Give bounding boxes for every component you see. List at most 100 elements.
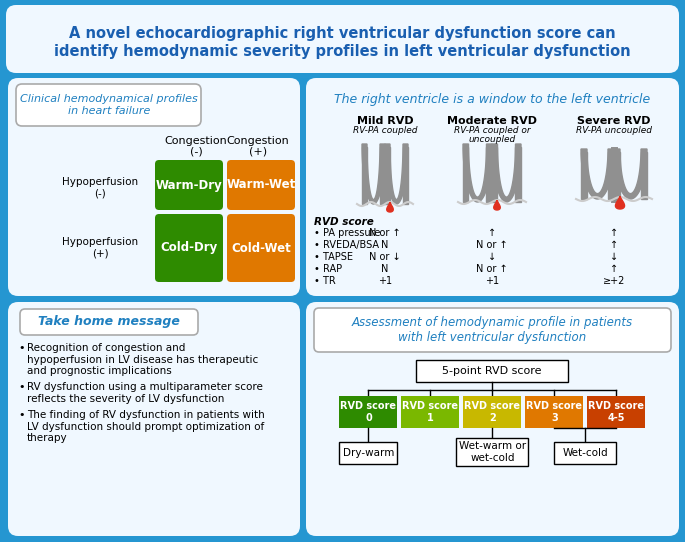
- Text: ↑: ↑: [488, 228, 496, 238]
- Text: •: •: [18, 410, 25, 420]
- Text: RVD score
4-5: RVD score 4-5: [588, 401, 645, 423]
- Bar: [401, 396, 460, 428]
- Text: Warm-Dry: Warm-Dry: [155, 178, 223, 191]
- Text: Assessment of hemodynamic profile in patients
with left ventricular dysfunction: Assessment of hemodynamic profile in pat…: [351, 316, 632, 344]
- FancyBboxPatch shape: [155, 160, 223, 210]
- Text: Mild RVD: Mild RVD: [357, 116, 413, 126]
- Text: Dry-warm: Dry-warm: [342, 448, 394, 458]
- Text: Clinical hemodynamical profiles
in heart failure: Clinical hemodynamical profiles in heart…: [20, 94, 198, 116]
- Text: +1: +1: [378, 276, 392, 286]
- FancyBboxPatch shape: [227, 214, 295, 282]
- Polygon shape: [463, 144, 492, 202]
- Text: Recognition of congestion and
hypoperfusion in LV disease has therapeutic
and pr: Recognition of congestion and hypoperfus…: [27, 343, 258, 376]
- Bar: [525, 396, 584, 428]
- Bar: [416, 360, 568, 382]
- Text: RV-PA coupled: RV-PA coupled: [353, 126, 417, 135]
- Text: RVD score
2: RVD score 2: [464, 401, 521, 423]
- Text: RV dysfunction using a multiparameter score
reflects the severity of LV dysfunct: RV dysfunction using a multiparameter sc…: [27, 382, 263, 404]
- Polygon shape: [608, 152, 614, 199]
- Bar: [340, 396, 397, 428]
- Polygon shape: [385, 144, 408, 204]
- Text: ↑: ↑: [610, 228, 618, 238]
- Text: Cold-Wet: Cold-Wet: [231, 242, 291, 255]
- Text: N or ↓: N or ↓: [369, 252, 401, 262]
- Polygon shape: [380, 147, 385, 204]
- Text: +1: +1: [485, 276, 499, 286]
- Text: identify hemodynamic severity profiles in left ventricular dysfunction: identify hemodynamic severity profiles i…: [53, 44, 630, 59]
- Text: •: •: [18, 343, 25, 353]
- Text: Congestion: Congestion: [227, 136, 289, 146]
- Text: RVD score
1: RVD score 1: [403, 401, 458, 423]
- Text: (+): (+): [92, 248, 108, 258]
- Polygon shape: [385, 147, 390, 204]
- FancyBboxPatch shape: [20, 309, 198, 335]
- Polygon shape: [492, 144, 521, 202]
- Bar: [456, 438, 529, 466]
- Text: Wet-cold: Wet-cold: [562, 448, 608, 458]
- Text: Hypoperfusion: Hypoperfusion: [62, 177, 138, 187]
- Text: RV-PA coupled or: RV-PA coupled or: [453, 126, 530, 135]
- Text: •: •: [18, 382, 25, 392]
- Text: Severe RVD: Severe RVD: [577, 116, 651, 126]
- FancyBboxPatch shape: [8, 78, 300, 296]
- Bar: [554, 442, 616, 464]
- Text: 5-point RVD score: 5-point RVD score: [443, 366, 542, 376]
- Polygon shape: [516, 147, 521, 202]
- FancyBboxPatch shape: [314, 308, 671, 352]
- Polygon shape: [614, 152, 620, 199]
- Text: N or ↑: N or ↑: [476, 264, 508, 274]
- Bar: [340, 442, 397, 464]
- Text: Take home message: Take home message: [38, 315, 180, 328]
- Polygon shape: [486, 147, 492, 202]
- Text: (+): (+): [249, 147, 267, 157]
- Text: ↓: ↓: [488, 252, 496, 262]
- Polygon shape: [492, 147, 497, 202]
- Text: N: N: [382, 240, 388, 250]
- Polygon shape: [362, 147, 367, 204]
- Text: The right ventricle is a window to the left ventricle: The right ventricle is a window to the l…: [334, 93, 650, 106]
- Text: ↓: ↓: [610, 252, 618, 262]
- Text: • TAPSE: • TAPSE: [314, 252, 353, 262]
- Polygon shape: [581, 152, 587, 199]
- Text: Congestion: Congestion: [164, 136, 227, 146]
- Polygon shape: [614, 149, 647, 199]
- Text: Hypoperfusion: Hypoperfusion: [62, 237, 138, 247]
- Text: Wet-warm or
wet-cold: Wet-warm or wet-cold: [459, 441, 526, 463]
- Text: RV-PA uncoupled: RV-PA uncoupled: [576, 126, 652, 135]
- Text: The finding of RV dysfunction in patients with
LV dysfunction should prompt opti: The finding of RV dysfunction in patient…: [27, 410, 264, 443]
- Text: • PA pressure: • PA pressure: [314, 228, 380, 238]
- Bar: [464, 396, 521, 428]
- Text: • TR: • TR: [314, 276, 336, 286]
- Text: RVD score
3: RVD score 3: [527, 401, 582, 423]
- Polygon shape: [494, 200, 500, 210]
- Text: ↑: ↑: [610, 240, 618, 250]
- Text: N or ↑: N or ↑: [369, 228, 401, 238]
- Polygon shape: [403, 147, 408, 204]
- Text: • RAP: • RAP: [314, 264, 342, 274]
- Polygon shape: [641, 152, 647, 199]
- Text: (-): (-): [94, 188, 106, 198]
- FancyBboxPatch shape: [8, 302, 300, 536]
- FancyBboxPatch shape: [306, 302, 679, 536]
- Text: ≥+2: ≥+2: [603, 276, 625, 286]
- Text: Moderate RVD: Moderate RVD: [447, 116, 537, 126]
- Text: • RVEDA/BSA: • RVEDA/BSA: [314, 240, 379, 250]
- Text: RVD score
0: RVD score 0: [340, 401, 397, 423]
- Text: N or ↑: N or ↑: [476, 240, 508, 250]
- FancyBboxPatch shape: [306, 78, 679, 296]
- Polygon shape: [615, 196, 625, 209]
- FancyBboxPatch shape: [155, 214, 223, 282]
- Polygon shape: [581, 149, 614, 199]
- Text: RVD score: RVD score: [314, 217, 374, 227]
- Polygon shape: [387, 202, 393, 212]
- Text: (-): (-): [190, 147, 202, 157]
- Text: uncoupled: uncoupled: [469, 135, 516, 144]
- Text: Cold-Dry: Cold-Dry: [160, 242, 218, 255]
- Text: N: N: [382, 264, 388, 274]
- FancyBboxPatch shape: [16, 84, 201, 126]
- Bar: [588, 396, 645, 428]
- FancyBboxPatch shape: [227, 160, 295, 210]
- Text: ↑: ↑: [610, 264, 618, 274]
- Polygon shape: [362, 144, 385, 204]
- Polygon shape: [463, 147, 469, 202]
